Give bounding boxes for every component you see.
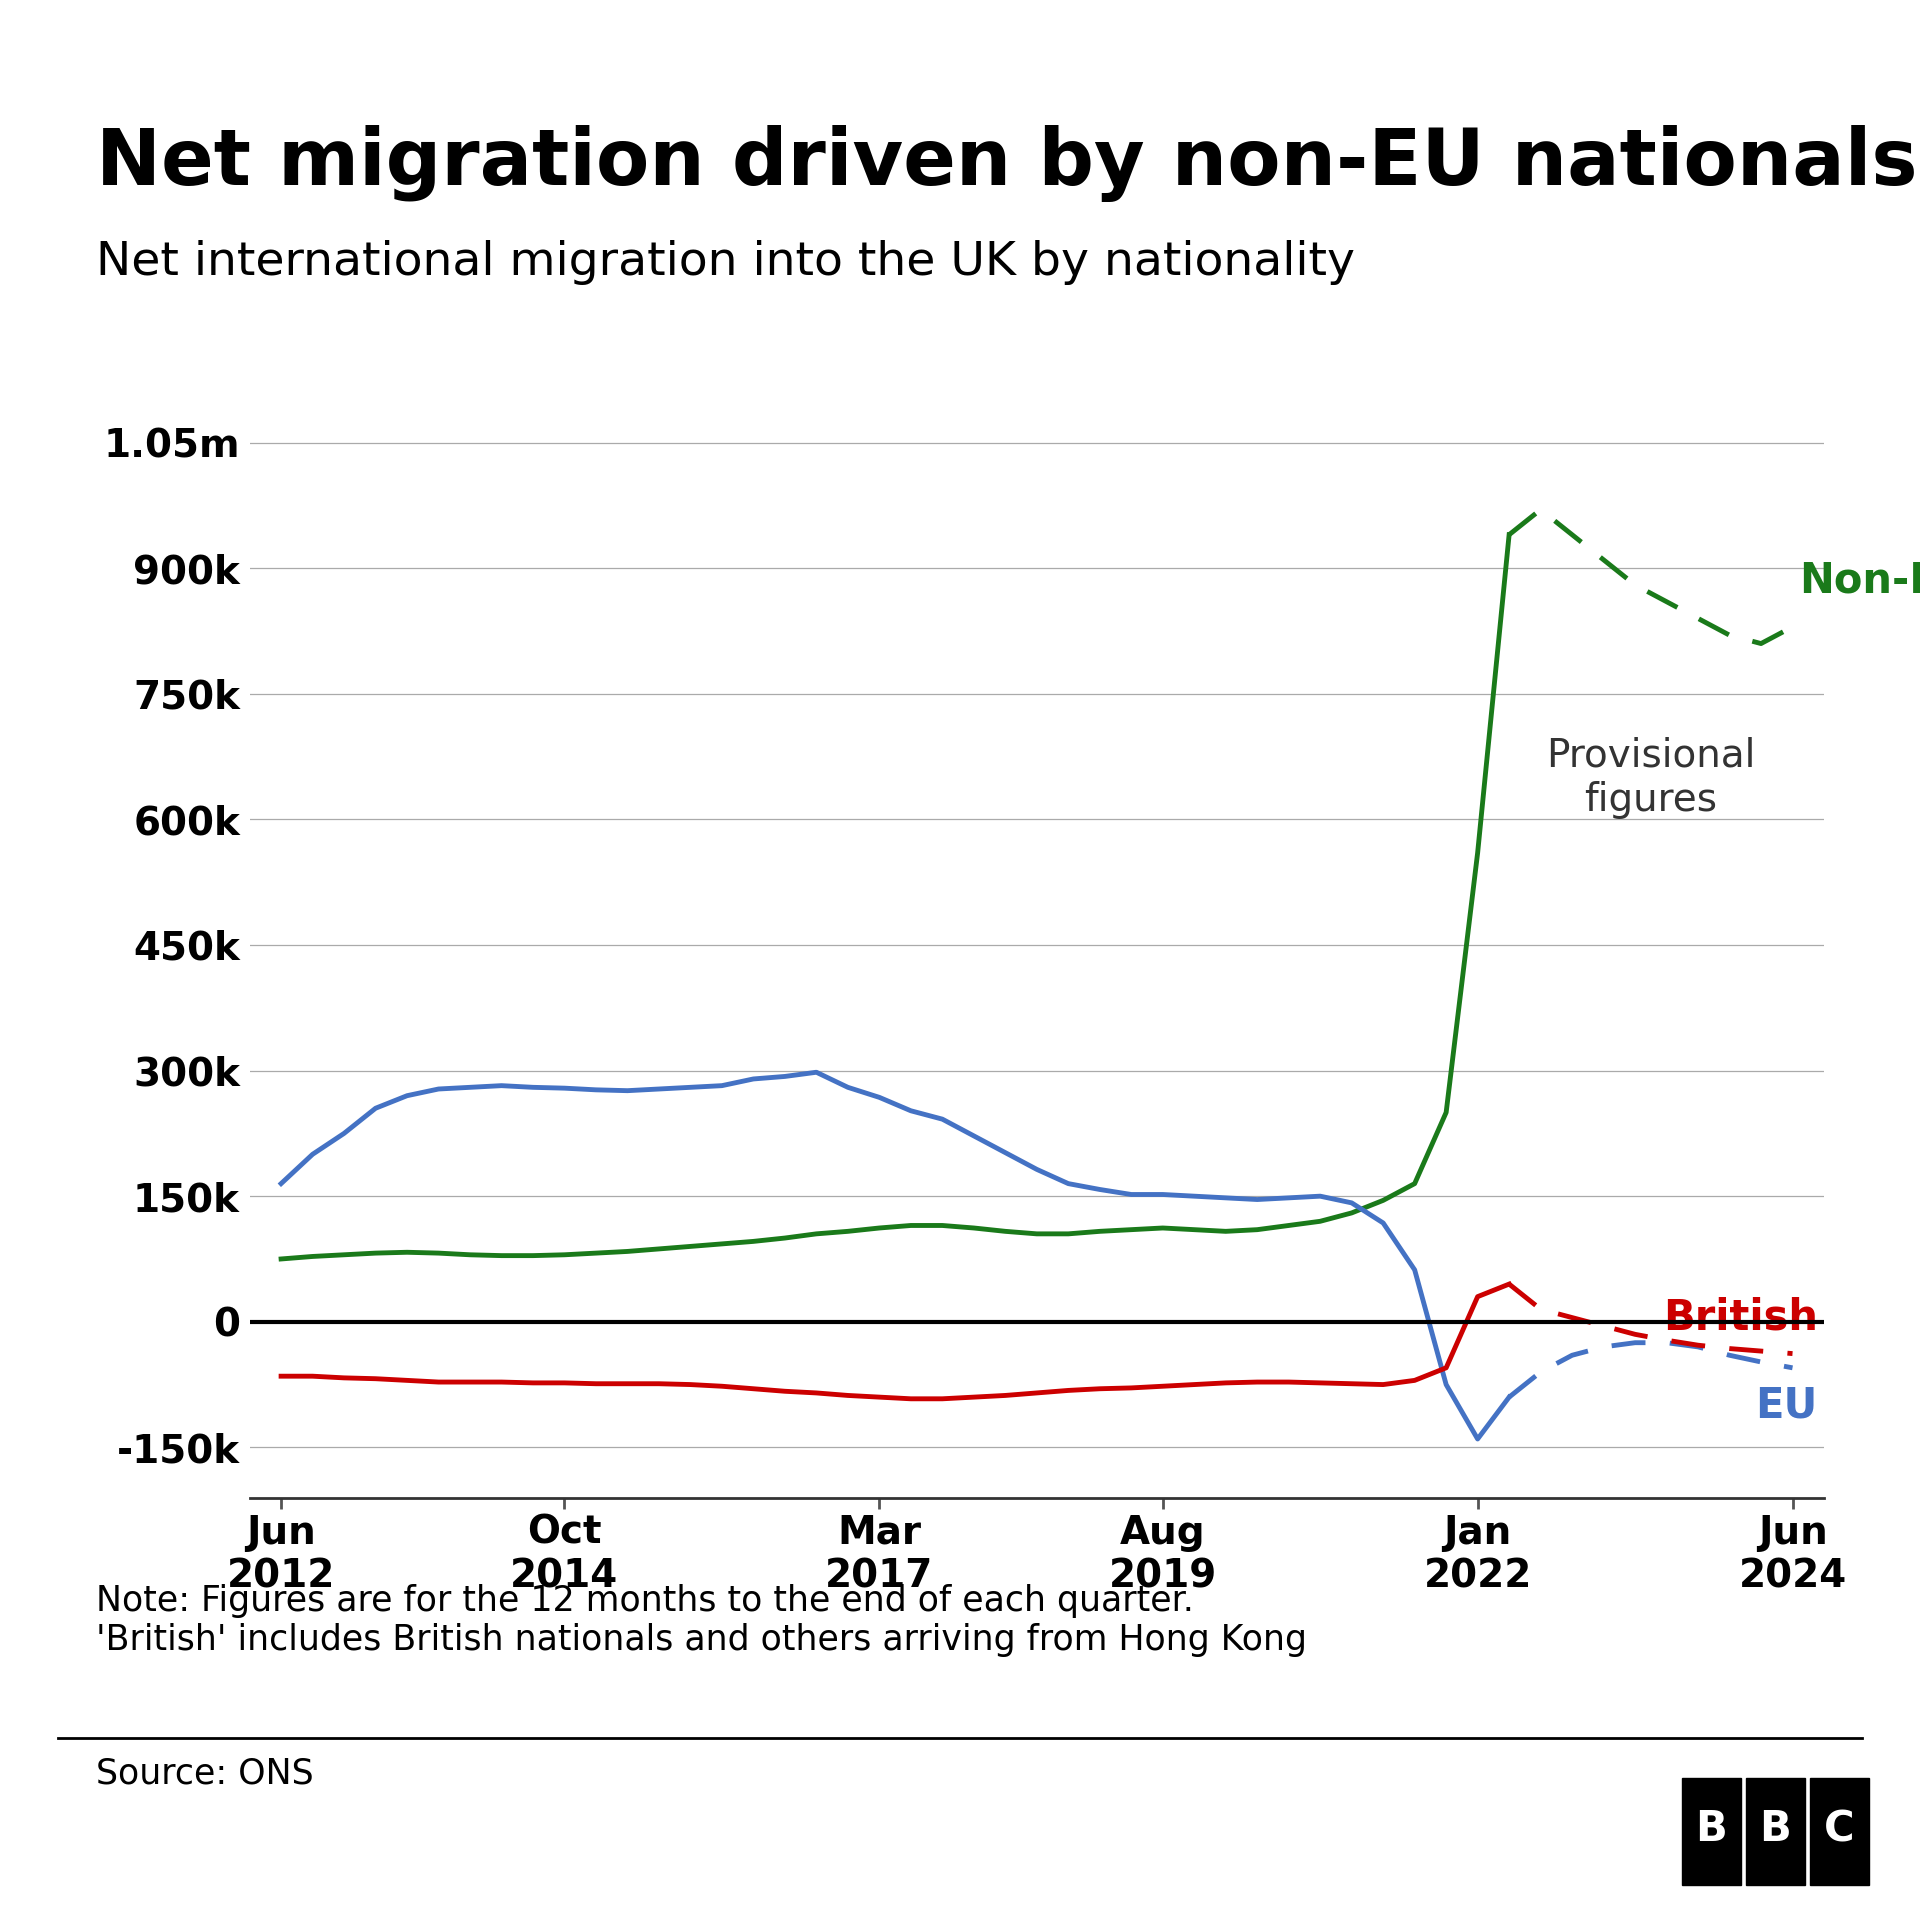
Text: B: B: [1759, 1809, 1791, 1851]
Bar: [1811, 1778, 1868, 1885]
Text: B: B: [1695, 1809, 1728, 1851]
Text: Net migration driven by non-EU nationals: Net migration driven by non-EU nationals: [96, 125, 1918, 202]
Text: Provisional
figures: Provisional figures: [1546, 737, 1755, 818]
Text: Net international migration into the UK by nationality: Net international migration into the UK …: [96, 240, 1356, 284]
Text: EU: EU: [1755, 1384, 1818, 1427]
Text: Non-EU: Non-EU: [1799, 561, 1920, 601]
Text: Note: Figures are for the 12 months to the end of each quarter.
'British' includ: Note: Figures are for the 12 months to t…: [96, 1584, 1308, 1657]
Bar: [1745, 1778, 1805, 1885]
Text: British: British: [1663, 1296, 1818, 1338]
Bar: [1682, 1778, 1741, 1885]
Text: C: C: [1824, 1809, 1855, 1851]
Text: Source: ONS: Source: ONS: [96, 1757, 313, 1791]
